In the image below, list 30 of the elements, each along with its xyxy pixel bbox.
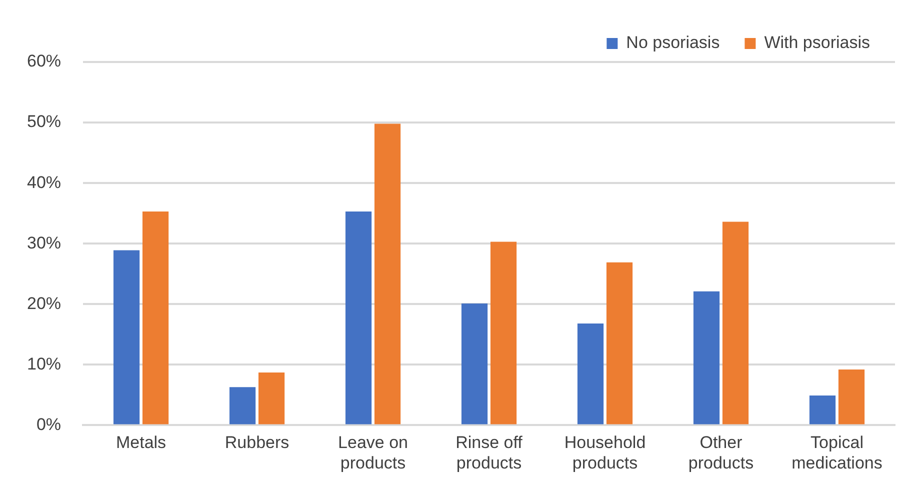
y-tick-label: 0% [36,414,62,434]
x-tick-label: Leave on products [338,433,408,472]
y-tick-label: 10% [26,354,62,374]
x-tick-label: Metals [116,433,166,452]
bar [809,396,836,424]
bar [606,262,633,424]
bar [345,212,372,424]
bar [258,372,285,424]
bar [693,291,720,424]
x-tick-label: Topical medications [792,433,882,472]
bar [374,124,401,424]
bar [142,212,169,424]
y-tick-label: 50% [26,112,62,132]
bar [838,370,865,424]
y-tick-label: 20% [26,294,62,313]
bar [490,242,517,424]
bar [722,222,749,424]
x-tick-label: Rinse off products [456,433,523,472]
y-tick-label: 40% [26,172,62,192]
legend-label: No psoriasis [626,33,720,52]
bar [577,324,604,424]
bar [461,304,488,424]
y-tick-label: 30% [26,233,62,252]
x-tick-label: Other products [688,433,754,472]
bar [229,387,256,424]
x-tick-label: Household products [564,433,646,472]
y-tick-label: 60% [26,52,62,71]
legend-label: With psoriasis [764,33,870,52]
bar [113,250,140,424]
x-tick-label: Rubbers [224,433,290,452]
